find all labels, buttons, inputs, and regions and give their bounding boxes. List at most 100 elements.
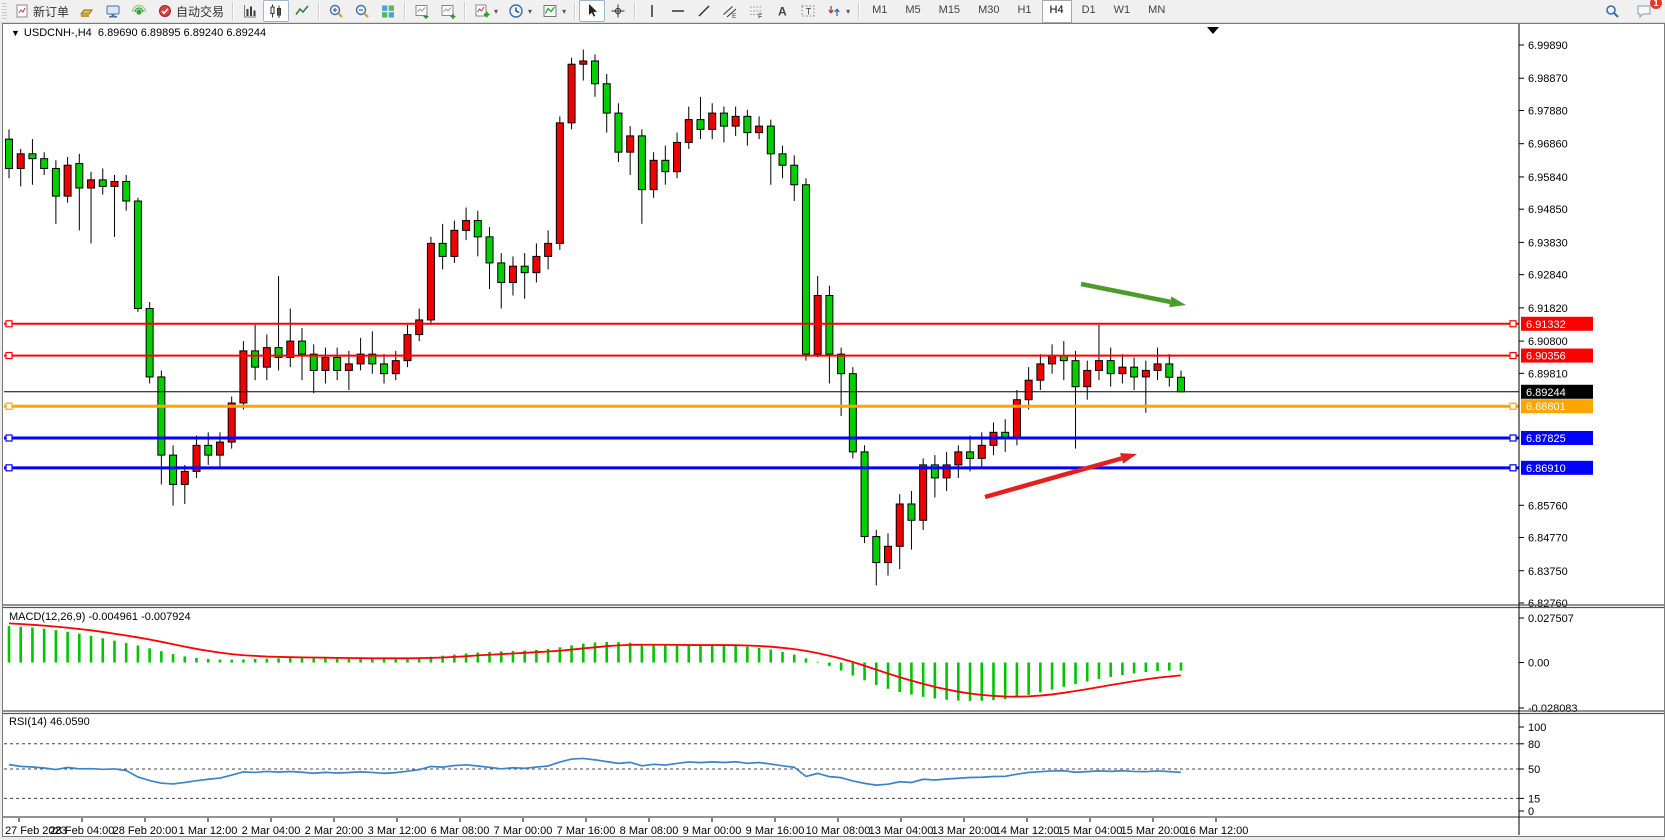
timeframe-w1-button[interactable]: W1 (1113, 3, 1131, 16)
candle-body (966, 451, 975, 459)
timeframe-h1-button[interactable]: H1 (1017, 3, 1032, 16)
time-axis-label: 10 Mar 08:00 (806, 825, 871, 836)
periods-button[interactable]: ▾ (503, 0, 537, 22)
time-axis-label: 2 Mar 20:00 (305, 825, 364, 836)
new-order-button[interactable]: 新订单 (9, 0, 74, 22)
chart-canvas[interactable]: 6.99890 6.98870 6.97880 6.96860 6.95840 6.948… (3, 24, 1664, 836)
symbol-marker-icon[interactable]: ▼ (11, 28, 20, 38)
toolbar-right: 1 (1599, 0, 1665, 22)
line-handle[interactable] (5, 464, 13, 472)
line-chart-button[interactable] (289, 0, 315, 22)
rsi-pane[interactable]: 100 80 50 150 (4, 722, 1546, 818)
zoom-in-button[interactable] (323, 0, 349, 22)
svg-text:6.83750: 6.83750 (1528, 566, 1568, 578)
line-handle[interactable] (1509, 464, 1517, 472)
chevron-down-icon: ▾ (846, 6, 851, 16)
candle-body (801, 184, 810, 355)
chart-shift-button[interactable] (435, 0, 461, 22)
crosshair-button[interactable] (605, 0, 631, 22)
timeframe-d1-button[interactable]: D1 (1081, 3, 1096, 16)
candle-body (1071, 360, 1080, 388)
timeframe-m30-button[interactable]: M30 (978, 3, 1000, 16)
horizontal-line-button[interactable] (665, 0, 691, 22)
timeframe-m1-button[interactable]: M1 (872, 3, 888, 16)
price-axis[interactable]: 6.99890 6.98870 6.97880 6.96860 6.95840 6.948… (1519, 40, 1593, 610)
line-handle[interactable] (1509, 402, 1517, 410)
candle-body (837, 353, 846, 375)
time-axis-label: 3 Mar 12:00 (368, 825, 427, 836)
arrows-button[interactable]: ▾ (821, 0, 855, 22)
arrow-objects[interactable] (984, 281, 1186, 500)
candle-body (298, 340, 306, 355)
timeframe-m15-button[interactable]: M15 (938, 3, 961, 16)
auto-scroll-button[interactable] (409, 0, 435, 22)
trendline-button[interactable] (691, 0, 717, 22)
line-handle[interactable] (5, 402, 13, 410)
equidistant-channel-button[interactable]: E (717, 0, 743, 22)
candle-body (626, 135, 635, 153)
candle-body (977, 444, 986, 459)
candle-body (755, 125, 764, 134)
candle-body (743, 115, 752, 134)
horizontal-line-objects[interactable] (4, 320, 1519, 472)
auto-trading-button[interactable]: 自动交易 (152, 0, 229, 22)
timeframe-h4-button[interactable]: H4 (1041, 0, 1072, 23)
candle-body (192, 444, 201, 472)
vertical-line-button[interactable] (639, 0, 665, 22)
candle-body (684, 119, 693, 143)
bars-icon (244, 5, 257, 18)
chartplus-icon (441, 5, 456, 19)
candlestick-chart-button[interactable] (263, 0, 290, 22)
line-handle[interactable] (5, 320, 13, 328)
line-handle[interactable] (5, 351, 13, 360)
candle-body (696, 119, 705, 130)
line-handle[interactable] (1509, 434, 1517, 442)
terminal-button[interactable] (100, 0, 126, 22)
toolbar-grip[interactable] (2, 3, 7, 19)
red-trend-arrow[interactable] (984, 456, 1123, 500)
macd-pane[interactable]: 0.027507 0.00 -0.028083 (7, 613, 1578, 715)
new-chart-button[interactable]: ▾ (469, 0, 503, 22)
svg-text:6.93830: 6.93830 (1528, 237, 1568, 249)
notifications-button[interactable]: 1 (1631, 0, 1662, 22)
trendline-icon (698, 5, 710, 17)
timeframe-mn-button[interactable]: MN (1148, 3, 1166, 16)
line-handle[interactable] (1509, 351, 1517, 360)
symbol-period: USDCNH-,H4 (23, 27, 92, 39)
timeframe-m5-button[interactable]: M5 (905, 3, 921, 16)
chart-window[interactable]: 6.99890 6.98870 6.97880 6.96860 6.95840 6.948… (2, 23, 1665, 837)
svg-text:T: T (806, 7, 812, 17)
main-price-pane[interactable] (5, 49, 1185, 586)
red-trend-arrow-head[interactable] (1120, 453, 1137, 464)
crosshair-icon (611, 4, 625, 18)
market-depth-button[interactable] (74, 0, 100, 22)
cursor-button[interactable] (579, 0, 606, 22)
text-button[interactable]: A (769, 0, 795, 22)
candle-body (637, 135, 646, 191)
green-trend-arrow[interactable] (1080, 281, 1171, 305)
candle-body (309, 353, 318, 371)
templates-button[interactable]: ▾ (537, 0, 571, 22)
chevron-down-icon: ▾ (494, 6, 499, 16)
fibonacci-button[interactable]: F (743, 0, 769, 22)
candle-body (1153, 363, 1162, 371)
line-handle[interactable] (1509, 320, 1517, 328)
svg-text:0.00: 0.00 (1528, 658, 1549, 670)
tile-windows-button[interactable] (375, 0, 401, 22)
search-button[interactable] (1599, 0, 1625, 22)
candle-body (251, 350, 260, 368)
signals-button[interactable] (126, 0, 152, 22)
candle-body (63, 164, 72, 197)
green-trend-arrow-head[interactable] (1169, 296, 1186, 308)
bar-chart-button[interactable] (237, 0, 263, 22)
candle-body (262, 347, 271, 368)
macd-indicator-label: MACD(12,26,9) -0.004961 -0.007924 (9, 611, 191, 623)
svg-text:6.92840: 6.92840 (1528, 270, 1568, 282)
svg-text:6.82760: 6.82760 (1528, 598, 1568, 610)
candle-body (426, 242, 435, 321)
text-label-button[interactable]: T (795, 0, 821, 22)
line-handle[interactable] (5, 434, 13, 442)
candle-body (321, 356, 330, 371)
zoom-out-button[interactable] (349, 0, 375, 22)
